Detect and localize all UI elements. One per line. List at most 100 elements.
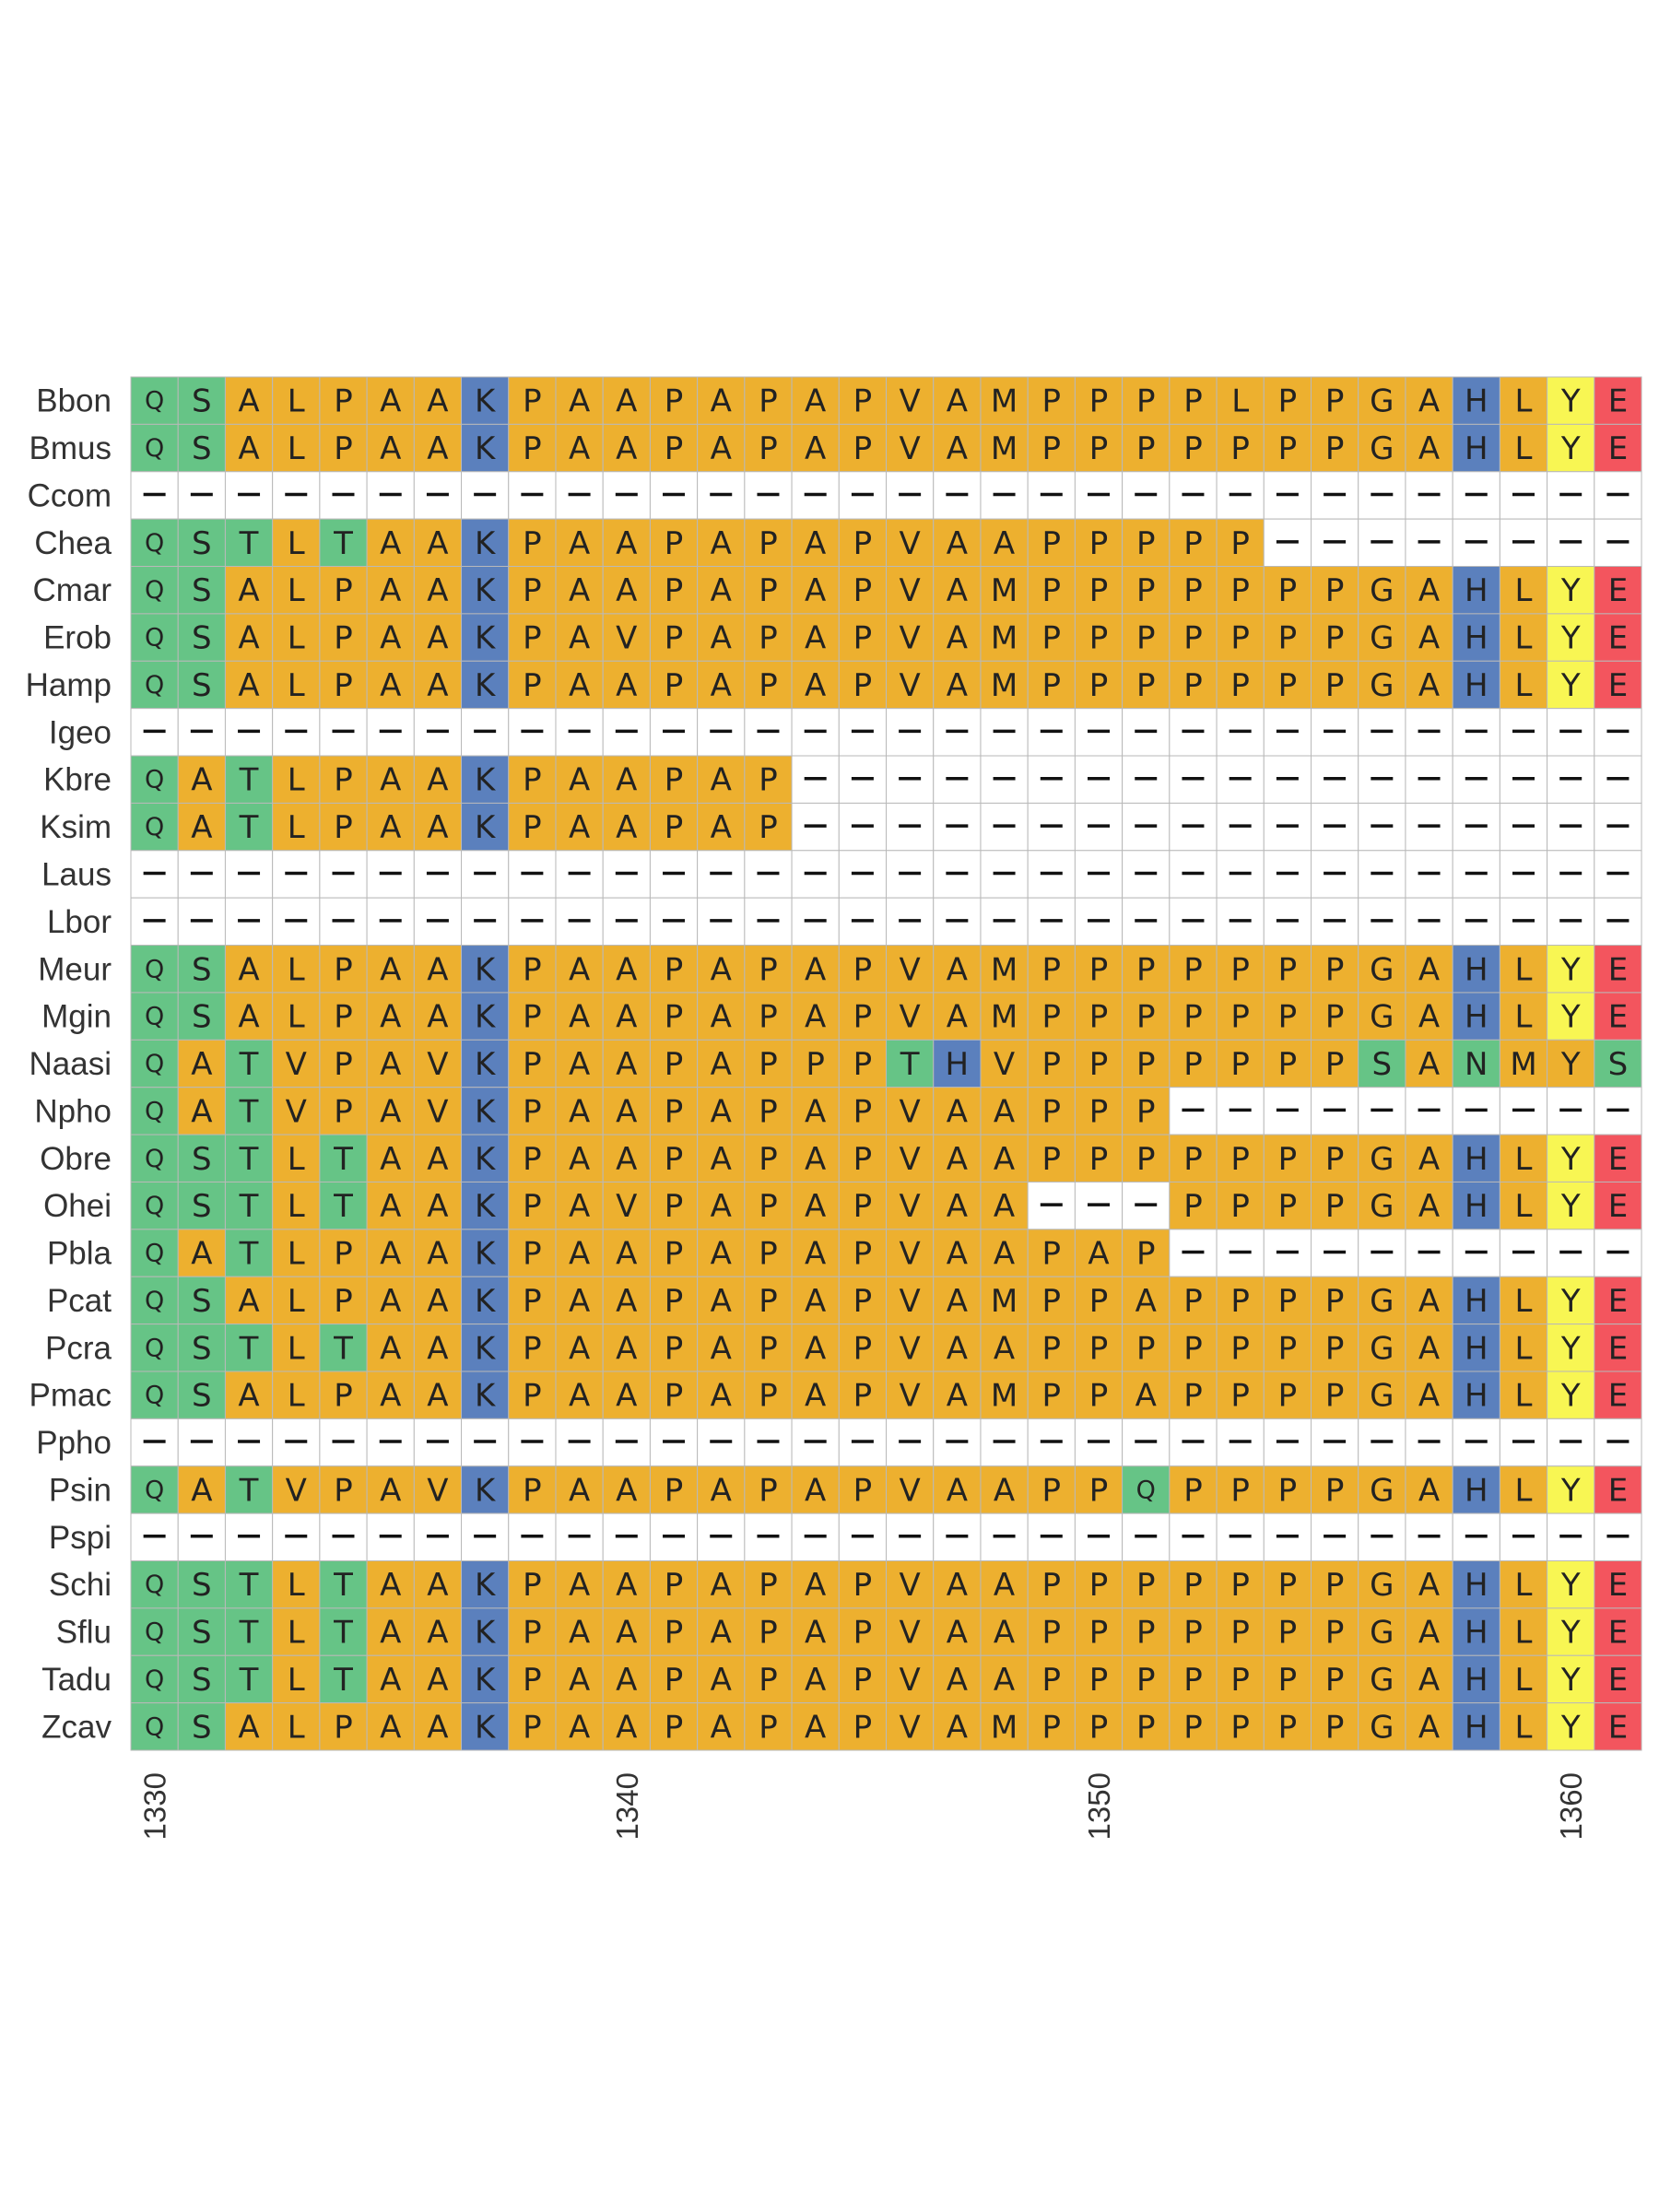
residue-letter: P [665, 1188, 684, 1225]
residue-cell [413, 1087, 463, 1135]
residue-letter: P [1089, 572, 1109, 609]
residue-letter: P [806, 1046, 825, 1083]
residue-letter: A [380, 1378, 401, 1415]
residue-cell [366, 1465, 415, 1514]
residue-letter: P [1278, 1283, 1298, 1320]
residue-cell [933, 566, 982, 615]
residue-letter: A [380, 809, 401, 846]
residue-letter: P [1089, 1615, 1109, 1652]
residue-cell [1311, 945, 1359, 994]
residue-cell [461, 660, 510, 710]
residue-cell [1122, 1465, 1171, 1514]
residue-letter: A [616, 525, 637, 562]
residue-letter: A [805, 1378, 826, 1415]
residue-letter: T [900, 1046, 920, 1083]
residue-letter: P [1136, 1093, 1156, 1130]
residue-letter: P [1136, 1141, 1156, 1178]
x-tick-label: 1360 [1554, 1772, 1588, 1840]
residue-letter: P [665, 1093, 684, 1130]
residue-cell [1074, 1324, 1124, 1372]
residue-cell [413, 1324, 463, 1372]
residue-cell [744, 1560, 793, 1609]
residue-cell [224, 613, 274, 662]
residue-letter: K [475, 430, 497, 467]
residue-cell [555, 660, 604, 710]
residue-letter: P [1042, 1330, 1062, 1367]
residue-letter: G [1370, 383, 1394, 420]
residue-letter: P [523, 383, 542, 420]
residue-cell [1216, 518, 1265, 568]
residue-letter: Q [145, 1476, 164, 1504]
residue-letter: M [991, 620, 1018, 657]
residue-letter: A [947, 1472, 968, 1509]
residue-cell [413, 1276, 463, 1325]
residue-cell [697, 1087, 746, 1135]
residue-letter: A [380, 951, 401, 988]
residue-letter: A [994, 1615, 1015, 1652]
residue-cell [697, 1181, 746, 1230]
residue-cell [1169, 992, 1218, 1041]
residue-cell [933, 1560, 982, 1609]
residue-letter: P [523, 1662, 542, 1699]
residue-letter: A [1418, 1188, 1440, 1225]
residue-letter: A [238, 572, 259, 609]
residue-letter: A [805, 1330, 826, 1367]
residue-letter: A [427, 667, 448, 704]
residue-letter: M [991, 572, 1018, 609]
residue-cell [272, 755, 321, 804]
residue-cell [1169, 1371, 1218, 1419]
residue-cell [744, 755, 793, 804]
residue-letter: P [1278, 383, 1298, 420]
residue-letter: Q [145, 1712, 164, 1741]
residue-cell [1027, 1276, 1076, 1325]
residue-letter: G [1370, 999, 1394, 1036]
residue-letter: P [1136, 1662, 1156, 1699]
residue-cell [1358, 1560, 1406, 1609]
residue-letter: A [191, 1093, 212, 1130]
residue-cell [1405, 945, 1453, 994]
residue-letter: A [1418, 667, 1440, 704]
residue-letter: E [1608, 430, 1628, 467]
residue-cell [1594, 1134, 1642, 1182]
residue-letter: P [853, 572, 873, 609]
residue-cell [649, 1702, 699, 1751]
residue-cell [555, 1702, 604, 1751]
residue-letter: A [1418, 1378, 1440, 1415]
residue-letter: K [475, 1567, 497, 1604]
residue-letter: P [665, 620, 684, 657]
species-label: Chea [34, 525, 112, 561]
residue-cell [1499, 1134, 1548, 1182]
residue-cell [697, 1039, 746, 1088]
residue-letter: P [1278, 1709, 1298, 1746]
residue-letter: A [1418, 1283, 1440, 1320]
residue-cell [1216, 423, 1265, 473]
residue-cell [272, 992, 321, 1041]
residue-letter: P [853, 1567, 873, 1604]
residue-letter: A [569, 809, 590, 846]
residue-letter: A [569, 1283, 590, 1320]
residue-letter: M [991, 667, 1018, 704]
residue-letter: H [1465, 1330, 1488, 1367]
residue-cell [697, 660, 746, 710]
residue-letter: A [616, 1709, 637, 1746]
residue-cell [1594, 1371, 1642, 1419]
residue-cell [1074, 1702, 1124, 1751]
residue-cell [1311, 1324, 1359, 1372]
residue-letter: P [1042, 1709, 1062, 1746]
residue-cell [319, 802, 368, 852]
residue-cell [1499, 1371, 1548, 1419]
residue-letter: P [1183, 667, 1203, 704]
residue-cell [1594, 1181, 1642, 1230]
residue-cell [413, 992, 463, 1041]
residue-cell [838, 423, 888, 473]
residue-letter: Y [1560, 430, 1581, 467]
residue-cell [319, 1087, 368, 1135]
residue-cell [744, 1134, 793, 1182]
residue-cell [130, 1607, 179, 1656]
residue-cell [508, 1181, 557, 1230]
residue-letter: A [380, 667, 401, 704]
residue-cell [130, 1039, 179, 1088]
residue-cell [1594, 1039, 1642, 1088]
residue-letter: A [616, 1093, 637, 1130]
residue-letter: L [1515, 620, 1533, 657]
